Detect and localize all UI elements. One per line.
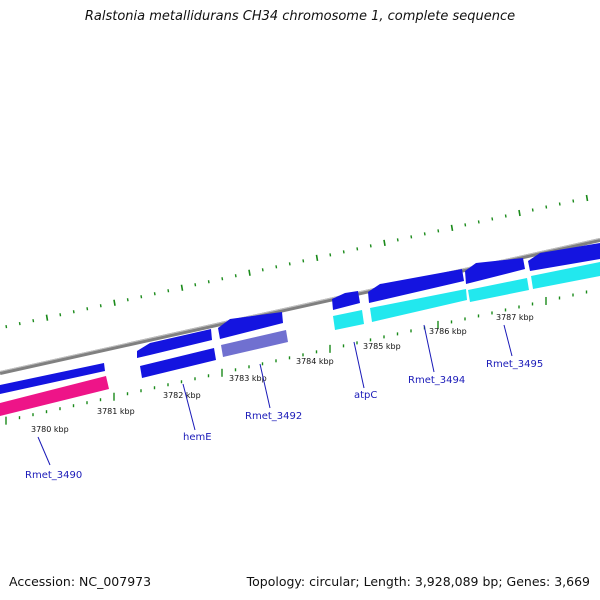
outer-tick [356, 247, 359, 251]
outer-tick [477, 220, 480, 224]
outer-tick [545, 205, 548, 209]
outer-tick [99, 304, 102, 308]
gene-forward-atpC[interactable] [332, 291, 360, 310]
kbp-label: 3783 kbp [229, 374, 267, 383]
kbp-label: 3786 kbp [429, 327, 467, 336]
chromosome-backbone-highlight [0, 238, 600, 372]
gene-label-rmet-3494[interactable]: Rmet_3494 [408, 375, 465, 386]
outer-tick [302, 259, 305, 263]
outer-scale-ticks [5, 194, 589, 329]
outer-tick [261, 268, 264, 272]
gene-label-rmet-3490[interactable]: Rmet_3490 [25, 470, 82, 481]
gene-reverse-rmet-3495[interactable] [468, 278, 529, 302]
gene-forward-rmet-3494[interactable] [368, 269, 464, 303]
outer-tick [342, 250, 345, 254]
outer-tick [275, 265, 278, 269]
outer-tick [140, 295, 143, 299]
kbp-label: 3782 kbp [163, 391, 201, 400]
outer-tick [288, 262, 291, 266]
gene-forward-rmet-3492[interactable] [218, 312, 283, 339]
kbp-label: 3784 kbp [296, 357, 334, 366]
gene-rmet-3490-forward[interactable] [0, 363, 105, 394]
accession-text: Accession: NC_007973 [9, 574, 152, 589]
kbp-scale-labels: 3780 kbp 3781 kbp 3782 kbp 3783 kbp 3784 kbp… [31, 313, 534, 434]
outer-tick [72, 310, 75, 314]
outer-tick [5, 325, 8, 329]
leader-rmet-3492 [259, 363, 271, 409]
outer-tick [194, 283, 197, 287]
map-title: Ralstonia metallidurans CH34 chromosome … [84, 9, 516, 24]
leader-rmet-3490 [37, 436, 51, 466]
outer-tick [153, 292, 156, 296]
outer-tick [396, 238, 399, 242]
outer-tick [59, 313, 62, 317]
outer-tick [18, 322, 21, 326]
outer-tick [167, 289, 170, 293]
outer-tick [329, 253, 332, 257]
gene-label-rmet-3495[interactable]: Rmet_3495 [486, 359, 543, 370]
outer-tick [572, 199, 575, 203]
outer-tick [531, 208, 534, 212]
gene-forward-right[interactable] [528, 243, 600, 271]
leader-hemE [182, 383, 196, 431]
outer-tick [221, 277, 224, 281]
outer-tick [45, 314, 49, 321]
gene-forward-hemE-lower[interactable] [140, 348, 216, 378]
outer-tick [113, 299, 116, 306]
outer-tick [207, 280, 210, 284]
kbp-label: 3785 kbp [363, 342, 401, 351]
outer-tick [369, 244, 372, 248]
outer-tick [437, 229, 440, 233]
leader-rmet-3495 [503, 324, 513, 357]
outer-tick [248, 269, 251, 276]
outer-tick [558, 202, 561, 206]
outer-tick [585, 194, 589, 202]
outer-tick [464, 223, 467, 227]
outer-tick [504, 214, 507, 218]
outer-tick [126, 298, 129, 302]
outer-tick [180, 284, 184, 291]
outer-tick [491, 217, 494, 221]
genome-stats-text: Topology: circular; Length: 3,928,089 bp… [246, 574, 590, 589]
kbp-label: 3780 kbp [31, 425, 69, 434]
outer-tick [423, 232, 426, 236]
gene-reverse-atpC[interactable] [333, 310, 364, 330]
outer-tick [32, 319, 35, 323]
gene-reverse-rmet-3494[interactable] [370, 289, 467, 322]
gene-label-atpC[interactable]: atpC [354, 390, 377, 401]
gene-reverse-rmet-3492[interactable] [221, 330, 288, 357]
leader-rmet-3494 [423, 324, 435, 373]
gene-reverse-rmet-3490[interactable] [0, 376, 109, 416]
outer-tick [410, 235, 413, 239]
outer-tick [234, 274, 237, 278]
outer-tick [450, 224, 454, 232]
outer-tick [86, 307, 89, 311]
gene-reverse-right[interactable] [531, 262, 600, 289]
outer-tick [315, 254, 319, 261]
gene-label-hemE[interactable]: hemE [183, 432, 212, 443]
kbp-label: 3787 kbp [496, 313, 534, 322]
gene-label-rmet-3492[interactable]: Rmet_3492 [245, 411, 302, 422]
leader-atpC [353, 341, 365, 389]
gene-forward-rmet-3495[interactable] [465, 258, 525, 284]
gene-forward-hemE-upper[interactable] [137, 329, 212, 358]
kbp-label: 3781 kbp [97, 407, 135, 416]
outer-tick [518, 209, 521, 217]
outer-tick [383, 239, 386, 247]
